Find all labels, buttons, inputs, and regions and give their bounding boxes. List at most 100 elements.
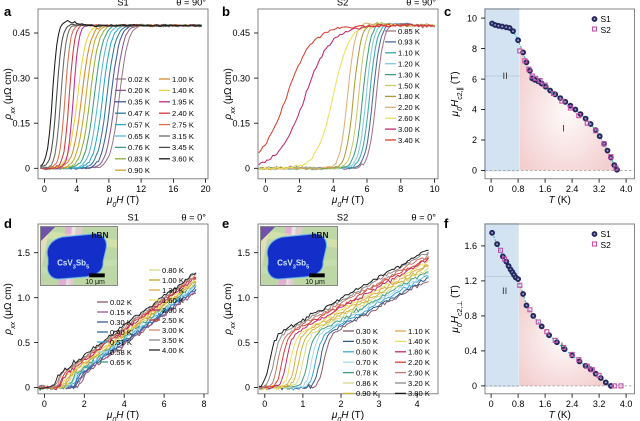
svg-text:0.20 K: 0.20 K	[128, 86, 150, 95]
svg-text:I: I	[562, 123, 565, 134]
svg-text:3: 3	[376, 399, 381, 409]
svg-text:4.0: 4.0	[619, 399, 632, 409]
svg-text:0.65 K: 0.65 K	[110, 358, 132, 367]
svg-text:0.90 K: 0.90 K	[356, 389, 378, 398]
svg-text:4: 4	[122, 399, 127, 409]
svg-text:1.0: 1.0	[238, 293, 251, 303]
svg-text:ρxx (μΩ cm): ρxx (μΩ cm)	[3, 283, 16, 335]
svg-text:2: 2	[338, 399, 343, 409]
svg-text:μ0Hc2,∥ (T): μ0Hc2,∥ (T)	[450, 71, 464, 117]
svg-text:0.15: 0.15	[233, 118, 251, 128]
svg-text:1.10 K: 1.10 K	[408, 327, 430, 336]
svg-text:0.30: 0.30	[233, 73, 251, 83]
svg-text:0.80 K: 0.80 K	[162, 266, 184, 275]
svg-text:0.02 K: 0.02 K	[128, 75, 150, 84]
svg-text:2.00 K: 2.00 K	[162, 306, 184, 315]
svg-text:1.10 K: 1.10 K	[398, 48, 420, 57]
svg-text:0: 0	[472, 381, 477, 391]
svg-text:2.50 K: 2.50 K	[162, 316, 184, 325]
svg-text:3.15 K: 3.15 K	[172, 132, 194, 141]
svg-text:0: 0	[25, 383, 30, 393]
svg-text:4: 4	[331, 184, 336, 194]
svg-text:0.8: 0.8	[511, 399, 523, 409]
svg-text:1.6: 1.6	[538, 399, 551, 409]
svg-text:8: 8	[106, 184, 111, 194]
svg-text:T (K): T (K)	[548, 194, 570, 205]
svg-text:3.00 K: 3.00 K	[162, 326, 184, 335]
svg-text:16: 16	[168, 184, 178, 194]
svg-text:0.50 K: 0.50 K	[356, 337, 378, 346]
svg-text:3.40 K: 3.40 K	[398, 136, 420, 145]
svg-text:hBN: hBN	[311, 230, 328, 240]
svg-text:μ0H (T): μ0H (T)	[106, 410, 139, 421]
svg-text:0.78 K: 0.78 K	[356, 368, 378, 377]
svg-text:0: 0	[263, 184, 268, 194]
svg-text:S2: S2	[337, 212, 348, 222]
svg-text:1.5: 1.5	[18, 248, 31, 258]
svg-text:3.2: 3.2	[592, 184, 605, 194]
svg-text:0.65 K: 0.65 K	[128, 132, 150, 141]
svg-text:μ0H (T): μ0H (T)	[331, 410, 364, 421]
svg-text:1.95 K: 1.95 K	[172, 97, 194, 106]
svg-text:2.20 K: 2.20 K	[398, 103, 420, 112]
svg-text:1.0: 1.0	[18, 293, 31, 303]
svg-text:4: 4	[472, 104, 477, 114]
svg-text:3.00 K: 3.00 K	[398, 125, 420, 134]
svg-text:0.51 K: 0.51 K	[110, 338, 132, 347]
svg-text:1.5: 1.5	[238, 248, 251, 258]
svg-text:1: 1	[300, 399, 305, 409]
svg-text:20: 20	[201, 184, 211, 194]
svg-text:3.2: 3.2	[592, 399, 605, 409]
svg-text:0.76 K: 0.76 K	[128, 143, 150, 152]
svg-text:2: 2	[297, 184, 302, 194]
svg-text:1.00 K: 1.00 K	[162, 276, 184, 285]
svg-text:S1: S1	[128, 212, 139, 222]
svg-text:0: 0	[42, 184, 47, 194]
svg-text:0: 0	[42, 399, 47, 409]
svg-text:S1: S1	[600, 14, 611, 24]
svg-text:1.80 K: 1.80 K	[408, 348, 430, 357]
svg-text:S1: S1	[600, 229, 611, 239]
svg-text:0.70 K: 0.70 K	[356, 358, 378, 367]
svg-text:θ = 0°: θ = 0°	[181, 212, 206, 222]
svg-text:10: 10	[467, 13, 477, 23]
svg-text:μ0H (T): μ0H (T)	[331, 194, 364, 208]
svg-text:0: 0	[488, 184, 493, 194]
svg-text:0: 0	[25, 163, 30, 173]
svg-text:4: 4	[415, 399, 420, 409]
svg-text:8: 8	[398, 184, 403, 194]
svg-text:3.50 K: 3.50 K	[162, 336, 184, 345]
svg-text:0: 0	[262, 399, 267, 409]
svg-text:3.45 K: 3.45 K	[172, 143, 194, 152]
svg-text:3.60 K: 3.60 K	[172, 154, 194, 163]
svg-text:0: 0	[472, 165, 477, 175]
svg-text:II: II	[502, 71, 507, 82]
svg-text:0.60 K: 0.60 K	[356, 348, 378, 357]
svg-text:0.5: 0.5	[18, 338, 31, 348]
svg-text:II: II	[501, 286, 506, 297]
svg-text:6: 6	[364, 184, 369, 194]
svg-text:1.2: 1.2	[464, 276, 477, 286]
svg-text:0.45: 0.45	[13, 28, 31, 38]
svg-text:2.20 K: 2.20 K	[408, 358, 430, 367]
svg-text:2.90 K: 2.90 K	[408, 368, 430, 377]
svg-text:2.40 K: 2.40 K	[172, 109, 194, 118]
svg-text:0.86 K: 0.86 K	[356, 379, 378, 388]
svg-text:12: 12	[136, 184, 146, 194]
svg-text:1.60 K: 1.60 K	[162, 296, 184, 305]
svg-text:θ = 90°: θ = 90°	[176, 0, 206, 7]
svg-text:I: I	[560, 341, 563, 352]
svg-text:0.4: 0.4	[464, 346, 477, 356]
svg-text:S2: S2	[600, 240, 611, 250]
svg-text:1.40 K: 1.40 K	[172, 86, 194, 95]
svg-text:6: 6	[472, 74, 477, 84]
svg-text:0: 0	[488, 399, 493, 409]
svg-text:ρxx (μΩ cm): ρxx (μΩ cm)	[223, 283, 237, 335]
svg-text:0.8: 0.8	[464, 311, 477, 321]
svg-text:0.35 K: 0.35 K	[128, 97, 150, 106]
svg-text:0.15: 0.15	[13, 118, 31, 128]
svg-text:S1: S1	[117, 0, 128, 7]
svg-text:0.93 K: 0.93 K	[398, 37, 420, 46]
svg-text:2: 2	[82, 399, 87, 409]
svg-text:μ0Hc2,⊥ (T): μ0Hc2,⊥ (T)	[450, 285, 464, 334]
